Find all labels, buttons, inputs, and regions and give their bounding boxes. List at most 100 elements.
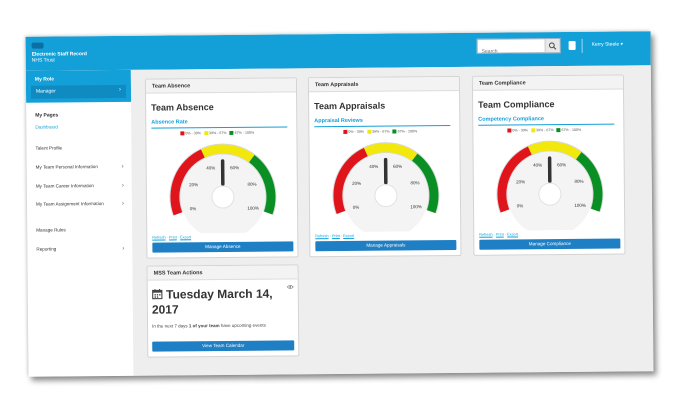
nhs-logo-icon bbox=[31, 42, 44, 49]
legend-swatch-green bbox=[392, 129, 397, 134]
manage-appraisals-button[interactable]: Manage Appraisals bbox=[315, 239, 457, 252]
gauge-tick-label: 0% bbox=[517, 203, 524, 208]
sidebar-item-team-assignment-information[interactable]: My Team Assignment Information › bbox=[35, 201, 124, 208]
export-link[interactable]: Export bbox=[343, 233, 355, 238]
gauge-band-green bbox=[411, 153, 439, 214]
gauge-band-red bbox=[497, 146, 532, 213]
legend-swatch-red bbox=[180, 131, 185, 136]
gauge-band-green bbox=[575, 152, 603, 212]
gauge-band-red bbox=[170, 149, 205, 216]
legend-swatch-green bbox=[556, 128, 561, 133]
role-select[interactable]: Manager › bbox=[30, 84, 127, 99]
gauge-label-link[interactable]: Competency Compliance bbox=[478, 116, 545, 123]
export-link[interactable]: Export bbox=[507, 232, 519, 237]
refresh-link[interactable]: Refresh bbox=[152, 235, 166, 240]
actions-date: Tuesday March 14, 2017 bbox=[152, 286, 292, 317]
gauge-tick-label: 60% bbox=[557, 162, 566, 167]
sidebar: My Role Manager › My Pages Dashboard Tal… bbox=[25, 69, 134, 377]
legend-red: 0% - 39% bbox=[185, 131, 201, 136]
sidebar-item-label: My Team Personal Information bbox=[35, 164, 98, 170]
gauge-band-red bbox=[333, 147, 368, 214]
main-content: Team Absence Team Absence Absence Rate 0… bbox=[130, 65, 654, 376]
gauge-label-link[interactable]: Appraisal Reviews bbox=[314, 117, 363, 125]
view-team-calendar-button[interactable]: View Team Calendar bbox=[152, 340, 295, 352]
chevron-right-icon: › bbox=[121, 182, 124, 189]
eye-icon[interactable] bbox=[286, 284, 294, 289]
gauge-underline bbox=[478, 123, 615, 126]
search-input[interactable] bbox=[477, 44, 544, 59]
panel-title: Team Compliance bbox=[478, 99, 555, 110]
gauge-hub bbox=[374, 184, 398, 208]
gauge-label-link[interactable]: Absence Rate bbox=[151, 119, 188, 126]
export-link[interactable]: Export bbox=[180, 235, 192, 240]
gauge-legend: 0% - 39% 39% - 67% 67% - 100% bbox=[178, 131, 254, 136]
print-link[interactable]: Print bbox=[495, 232, 504, 237]
panel-title: Team Appraisals bbox=[314, 100, 386, 112]
sidebar-item-manage-rules[interactable]: Manage Rules bbox=[36, 227, 128, 234]
top-bar: Electronic Staff Record NHS Trust Kerry … bbox=[25, 31, 651, 71]
role-select-value: Manager bbox=[35, 88, 56, 95]
gauge-tick-label: 100% bbox=[247, 206, 259, 211]
gauge-tick-label: 80% bbox=[575, 179, 584, 184]
search-icon bbox=[548, 41, 557, 50]
sidebar-item-talent-profile[interactable]: Talent Profile bbox=[35, 145, 127, 152]
gauge-tick-label: 20% bbox=[189, 182, 198, 187]
actions-date-text: Tuesday March 14, 2017 bbox=[151, 286, 273, 317]
gauge-band-green bbox=[248, 155, 276, 215]
print-link[interactable]: Print bbox=[331, 233, 340, 239]
manage-compliance-button[interactable]: Manage Compliance bbox=[479, 238, 621, 250]
search-button[interactable] bbox=[544, 39, 560, 53]
legend-swatch-red bbox=[507, 128, 512, 133]
absence-gauge: 0% 20% 40% 60% 80% 100% bbox=[169, 143, 277, 234]
gauge-legend: 0% - 39% 39% - 67% 67% - 100% bbox=[341, 129, 417, 135]
sidebar-item-team-personal-information[interactable]: My Team Personal Information › bbox=[36, 164, 128, 171]
panel-team-compliance: Team Compliance Team Compliance Competen… bbox=[471, 74, 626, 256]
gauge-tick-label: 0% bbox=[353, 205, 360, 210]
panel-header: Team Appraisals bbox=[308, 76, 460, 93]
gauge-tick-label: 0% bbox=[190, 206, 197, 211]
my-role-title: My Role bbox=[34, 76, 55, 83]
panel-title: Team Absence bbox=[151, 102, 214, 113]
print-link[interactable]: Print bbox=[168, 235, 177, 240]
header-divider bbox=[581, 38, 583, 53]
sidebar-item-label: Reporting bbox=[36, 246, 57, 252]
panel-header: Team Absence bbox=[145, 78, 297, 94]
gauge-band-yellow bbox=[200, 144, 255, 163]
document-icon[interactable] bbox=[568, 40, 576, 50]
gauge-band-yellow bbox=[527, 141, 582, 160]
my-pages-title: My Pages bbox=[35, 112, 59, 119]
legend-yellow: 39% - 67% bbox=[535, 128, 554, 133]
sidebar-item-label: My Team Career Information bbox=[35, 183, 94, 189]
panel-header: MSS Team Actions bbox=[147, 265, 298, 281]
sidebar-item-dashboard[interactable]: Dashboard bbox=[35, 124, 127, 131]
gauge-tick-label: 20% bbox=[516, 179, 525, 184]
user-menu[interactable]: Kerry Steele ▾ bbox=[591, 41, 624, 48]
manage-absence-button[interactable]: Manage Absence bbox=[152, 241, 294, 253]
gauge-tick-label: 40% bbox=[369, 164, 378, 169]
legend-green: 67% - 100% bbox=[561, 127, 582, 133]
sidebar-item-label: Talent Profile bbox=[35, 145, 63, 151]
panel-header: Team Compliance bbox=[472, 75, 624, 91]
chevron-right-icon: › bbox=[121, 163, 124, 170]
legend-swatch-yellow bbox=[366, 129, 371, 134]
sidebar-item-label: My Team Assignment Information bbox=[35, 201, 104, 207]
refresh-link[interactable]: Refresh bbox=[315, 234, 329, 239]
search-box bbox=[476, 38, 561, 59]
chevron-right-icon: › bbox=[118, 86, 122, 93]
gauge-tick-label: 80% bbox=[248, 182, 257, 187]
legend-swatch-red bbox=[343, 129, 348, 135]
legend-swatch-yellow bbox=[530, 128, 535, 133]
gauge-legend: 0% - 39% 39% - 67% 67% - 100% bbox=[505, 128, 581, 133]
sidebar-item-reporting[interactable]: Reporting › bbox=[36, 246, 128, 253]
gauge-tick-label: 60% bbox=[230, 165, 239, 170]
brand-logo[interactable]: Electronic Staff Record NHS Trust bbox=[31, 42, 87, 64]
chevron-right-icon: › bbox=[121, 200, 125, 207]
refresh-link[interactable]: Refresh bbox=[479, 232, 493, 237]
panel-links: Refresh · Print · Export bbox=[315, 233, 355, 239]
sidebar-item-team-career-information[interactable]: My Team Career Information › bbox=[36, 183, 128, 190]
my-role-section: My Role Manager › bbox=[25, 69, 132, 103]
brand-line2: NHS Trust bbox=[31, 57, 55, 64]
gauge-tick-label: 60% bbox=[393, 164, 402, 169]
gauge-band-yellow bbox=[363, 143, 418, 161]
gauge-hub bbox=[538, 182, 562, 206]
